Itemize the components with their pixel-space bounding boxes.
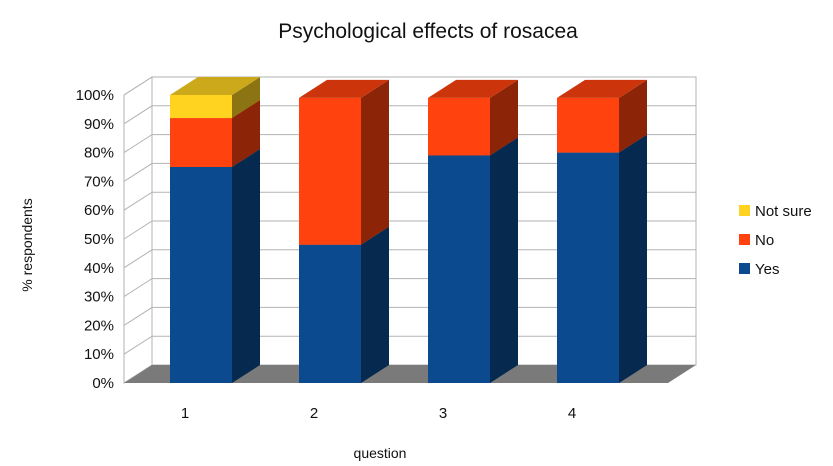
- x-tick-label: 3: [439, 405, 447, 422]
- bar-top: [557, 79, 647, 98]
- y-tick-label: 0%: [92, 375, 114, 392]
- bar-segment-yes: [557, 134, 647, 383]
- legend-label: Not sure: [755, 203, 812, 220]
- y-tick-label: 80%: [84, 145, 114, 162]
- bar-side: [361, 226, 389, 383]
- bar-stack-2: [299, 79, 389, 383]
- bar-stack-1: [170, 77, 260, 383]
- bar: [557, 97, 619, 153]
- y-tick-label: 100%: [76, 87, 114, 104]
- bar-segment-yes: [299, 226, 389, 383]
- bar: [170, 118, 232, 167]
- x-tick-label: 2: [310, 405, 318, 422]
- bar-side: [232, 77, 260, 119]
- bar-segment-not-sure: [170, 77, 260, 119]
- x-tick-label: 4: [568, 405, 576, 422]
- bar-side: [232, 149, 260, 383]
- bar-segment-yes: [170, 149, 260, 383]
- y-tick-label: 60%: [84, 202, 114, 219]
- y-tick-label: 20%: [84, 317, 114, 334]
- y-tick-label: 70%: [84, 173, 114, 190]
- bar: [428, 155, 490, 383]
- bar-side: [361, 79, 389, 245]
- bar-side: [619, 134, 647, 383]
- bar-segment-no: [557, 79, 647, 153]
- legend-item: Yes: [739, 261, 779, 278]
- legend-swatch: [739, 234, 750, 245]
- bar: [428, 97, 490, 156]
- floor: [124, 365, 696, 383]
- y-tick-label: 40%: [84, 260, 114, 277]
- x-tick-label: 1: [181, 405, 189, 422]
- bar-stack-3: [428, 79, 518, 383]
- y-axis-label: % respondents: [19, 198, 35, 291]
- legend-label: Yes: [755, 261, 779, 278]
- bar-side: [490, 137, 518, 383]
- bar-top: [170, 77, 260, 95]
- bar-side: [490, 79, 518, 156]
- y-axis-ticks: 0% 10% 20% 30% 40% 50% 60% 70% 80% 90% 100%: [76, 87, 114, 392]
- bar: [557, 152, 619, 383]
- bar-segment-yes: [428, 137, 518, 383]
- legend-swatch: [739, 263, 750, 274]
- bar-segment-no: [428, 79, 518, 156]
- y-tick-label: 10%: [84, 346, 114, 363]
- bars: [170, 77, 647, 383]
- x-axis-ticks: 1 2 3 4: [181, 405, 576, 422]
- chart-title: Psychological effects of rosacea: [278, 20, 578, 43]
- legend-label: No: [755, 232, 774, 249]
- bar-segment-no: [299, 79, 389, 245]
- bar: [170, 95, 232, 119]
- gridline: [123, 76, 696, 96]
- bar-side: [232, 100, 260, 167]
- bar-stack-4: [557, 79, 647, 383]
- y-tick-label: 50%: [84, 231, 114, 248]
- legend-swatch: [739, 205, 750, 216]
- legend-item: No: [739, 232, 774, 249]
- bar-side: [619, 79, 647, 153]
- bar-top: [299, 79, 389, 98]
- y-tick-label: 30%: [84, 289, 114, 306]
- legend-item: Not sure: [739, 203, 812, 220]
- bar: [299, 244, 361, 383]
- y-tick-label: 90%: [84, 116, 114, 133]
- bar-top: [428, 79, 518, 98]
- legend: Not sure No Yes: [739, 203, 812, 278]
- bar: [299, 97, 361, 245]
- x-axis-label: question: [354, 445, 407, 461]
- bar: [170, 167, 232, 383]
